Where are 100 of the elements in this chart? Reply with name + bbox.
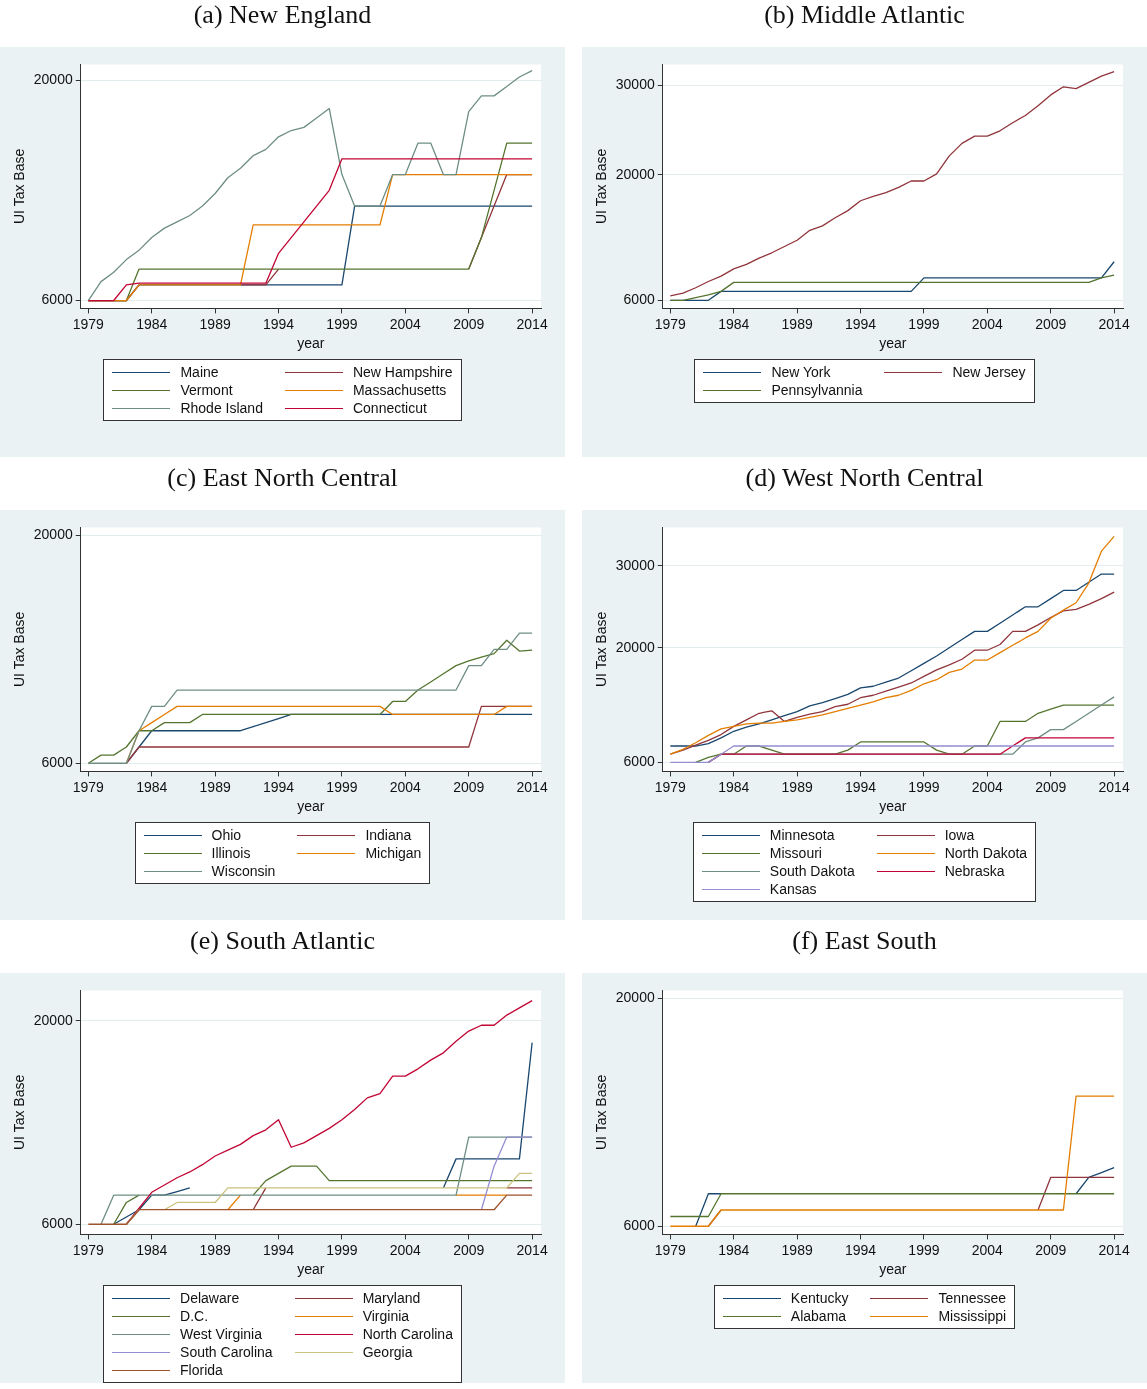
y-tick-label: 6000 xyxy=(623,1217,655,1234)
x-axis-title: year xyxy=(879,1261,907,1278)
chart-title: (b) Middle Atlantic xyxy=(763,0,966,31)
legend-label: Indiana xyxy=(365,827,412,843)
chart-title: (e) South Atlantic xyxy=(189,926,376,957)
legend-label: Minnesota xyxy=(769,827,835,843)
legend-label: D.C. xyxy=(180,1308,209,1324)
x-tick-label: 2014 xyxy=(516,1241,548,1258)
chart-title: (d) West North Central xyxy=(744,463,985,494)
x-tick-label: 2004 xyxy=(971,778,1004,795)
x-tick-label: 1989 xyxy=(199,1241,231,1258)
x-tick-label: 2009 xyxy=(1035,315,1067,332)
legend-label: Georgia xyxy=(362,1344,413,1360)
y-tick-label: 6000 xyxy=(623,291,655,308)
legend-label: North Carolina xyxy=(362,1326,453,1342)
legend-label: Florida xyxy=(180,1362,223,1378)
y-tick-label: 30000 xyxy=(615,556,655,573)
x-tick-label: 2004 xyxy=(971,315,1004,332)
x-tick-label: 1994 xyxy=(262,778,295,795)
x-tick-label: 1979 xyxy=(72,315,105,332)
x-tick-label: 1999 xyxy=(908,778,940,795)
x-axis-title: year xyxy=(297,1261,325,1278)
legend-label: Wisconsin xyxy=(211,863,276,879)
chart-title: (f) East South xyxy=(791,926,938,957)
y-tick-label: 6000 xyxy=(41,754,73,771)
legend-label: Mississippi xyxy=(938,1308,1007,1324)
y-axis-title: UI Tax Base xyxy=(11,611,28,688)
x-tick-label: 1999 xyxy=(326,778,358,795)
x-tick-label: 2009 xyxy=(453,778,485,795)
y-tick-label: 20000 xyxy=(615,989,655,1006)
x-tick-label: 2009 xyxy=(453,315,485,332)
x-tick-label: 1994 xyxy=(844,315,877,332)
x-tick-label: 1979 xyxy=(654,778,687,795)
x-tick-label: 1984 xyxy=(136,778,168,795)
legend-label: Delaware xyxy=(180,1290,240,1306)
y-axis-title: UI Tax Base xyxy=(11,148,28,225)
legend-label: South Carolina xyxy=(180,1344,273,1360)
legend-label: Rhode Island xyxy=(180,400,263,416)
x-tick-label: 1984 xyxy=(718,315,750,332)
legend-label: New Jersey xyxy=(952,364,1026,380)
legend-label: Vermont xyxy=(180,382,233,398)
legend-label: Kentucky xyxy=(790,1290,849,1306)
x-tick-label: 1984 xyxy=(136,315,168,332)
legend-label: Alabama xyxy=(790,1308,847,1324)
y-axis-title: UI Tax Base xyxy=(593,148,610,225)
y-tick-label: 20000 xyxy=(33,1011,73,1028)
x-tick-label: 2009 xyxy=(1035,1241,1067,1258)
chart-title: (c) East North Central xyxy=(166,463,399,494)
x-tick-label: 1999 xyxy=(326,315,358,332)
legend-label: Massachusetts xyxy=(352,382,447,398)
y-tick-label: 6000 xyxy=(41,291,73,308)
legend-label: Nebraska xyxy=(944,863,1005,879)
x-tick-label: 1984 xyxy=(136,1241,168,1258)
x-tick-label: 1984 xyxy=(718,1241,750,1258)
y-tick-label: 20000 xyxy=(615,165,655,182)
legend-label: Ohio xyxy=(211,827,242,843)
x-tick-label: 1999 xyxy=(326,1241,358,1258)
x-tick-label: 1989 xyxy=(781,315,813,332)
legend-label: Maryland xyxy=(362,1290,421,1306)
x-axis-title: year xyxy=(879,798,907,815)
x-tick-label: 2009 xyxy=(453,1241,485,1258)
x-axis-title: year xyxy=(297,335,325,352)
y-tick-label: 30000 xyxy=(615,75,655,92)
x-tick-label: 2004 xyxy=(389,315,422,332)
x-tick-label: 2014 xyxy=(1098,1241,1130,1258)
y-axis-title: UI Tax Base xyxy=(593,1074,610,1151)
legend-label: Maine xyxy=(180,364,219,380)
legend-label: Tennessee xyxy=(938,1290,1007,1306)
x-axis-title: year xyxy=(297,798,325,815)
x-tick-label: 2009 xyxy=(1035,778,1067,795)
legend-label: Illinois xyxy=(211,845,251,861)
y-tick-label: 6000 xyxy=(623,753,655,770)
x-tick-label: 2004 xyxy=(971,1241,1004,1258)
legend-label: New York xyxy=(771,364,831,380)
legend-label: West Virginia xyxy=(180,1326,263,1342)
y-tick-label: 20000 xyxy=(33,71,73,87)
x-tick-label: 2014 xyxy=(1098,315,1130,332)
legend-label: Pennsylvannia xyxy=(771,382,863,398)
legend-label: New Hampshire xyxy=(352,364,453,380)
x-tick-label: 1994 xyxy=(844,1241,877,1258)
legend-label: North Dakota xyxy=(944,845,1028,861)
x-axis-title: year xyxy=(879,335,907,352)
x-tick-label: 1994 xyxy=(262,315,295,332)
legend-label: Virginia xyxy=(362,1308,410,1324)
x-tick-label: 1994 xyxy=(262,1241,295,1258)
legend-label: Michigan xyxy=(365,845,422,861)
x-tick-label: 1999 xyxy=(908,315,940,332)
x-tick-label: 1989 xyxy=(199,315,231,332)
x-tick-label: 1979 xyxy=(654,315,687,332)
y-tick-label: 6000 xyxy=(41,1215,73,1232)
y-tick-label: 20000 xyxy=(615,638,655,655)
x-tick-label: 1989 xyxy=(781,1241,813,1258)
chart-title: (a) New England xyxy=(192,0,373,31)
x-tick-label: 1979 xyxy=(72,1241,105,1258)
y-tick-label: 20000 xyxy=(33,526,73,543)
legend-label: Kansas xyxy=(769,881,817,897)
y-axis-title: UI Tax Base xyxy=(11,1074,28,1151)
legend-label: South Dakota xyxy=(769,863,855,879)
x-tick-label: 1979 xyxy=(72,778,105,795)
legend-label: Missouri xyxy=(769,845,822,861)
